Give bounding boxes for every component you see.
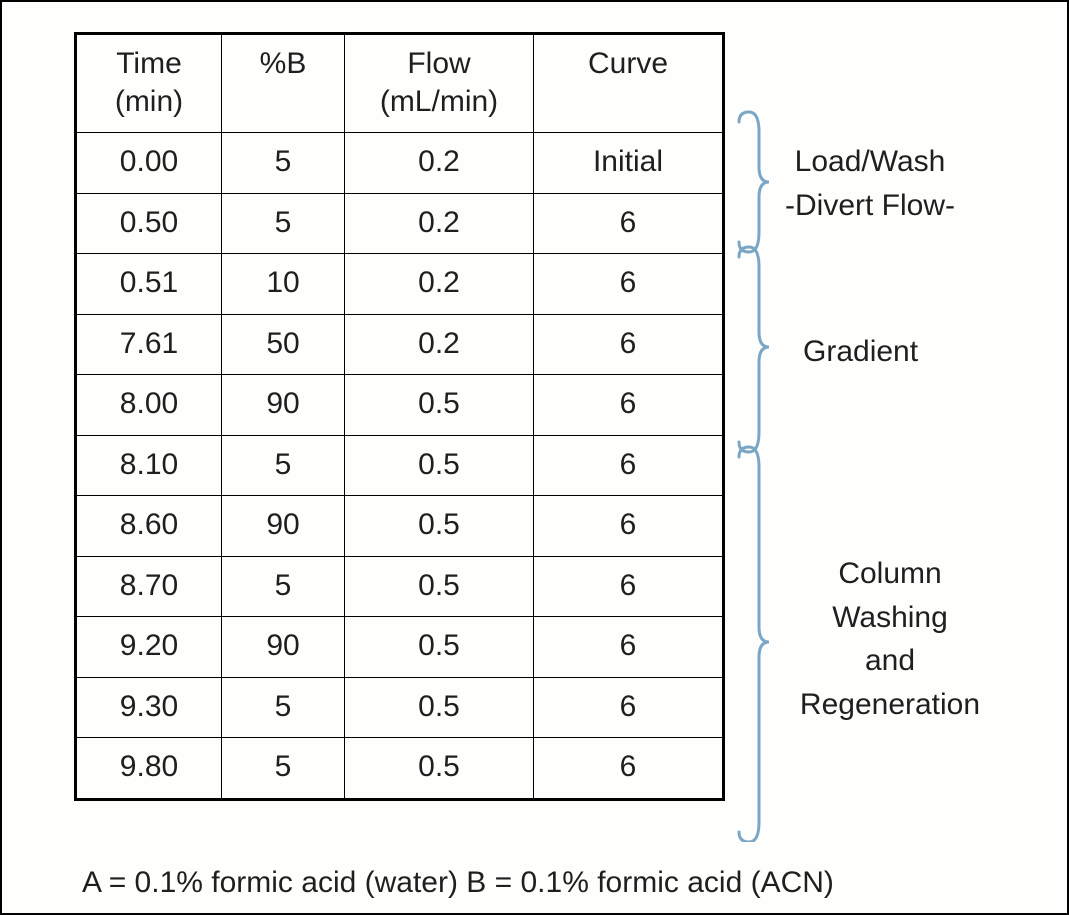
gradient-table: Time (min) %B Flow (mL/min) Curve 0.00 5…: [74, 32, 725, 801]
table-row: 7.61 50 0.2 6: [76, 314, 724, 375]
annotation-load-wash: Load/Wash -Divert Flow-: [785, 140, 955, 227]
col-header-flow: Flow (mL/min): [345, 34, 534, 133]
cell-time: 0.50: [76, 193, 222, 254]
annotation-text: Gradient: [803, 330, 918, 374]
annotation-column: Load/Wash -Divert Flow- Gradient Column …: [725, 32, 1033, 842]
cell-curve: 6: [534, 375, 724, 436]
table-row: 8.60 90 0.5 6: [76, 496, 724, 557]
cell-curve: 6: [534, 556, 724, 617]
table-row: 0.51 10 0.2 6: [76, 254, 724, 315]
annotation-text: Regeneration: [785, 683, 995, 727]
cell-time: 8.60: [76, 496, 222, 557]
caption-text: A = 0.1% formic acid (water) B = 0.1% fo…: [82, 866, 1033, 900]
cell-curve: 6: [534, 254, 724, 315]
cell-b: 90: [222, 375, 345, 436]
page-frame: Time (min) %B Flow (mL/min) Curve 0.00 5…: [0, 0, 1069, 915]
table-row: 9.20 90 0.5 6: [76, 617, 724, 678]
cell-b: 5: [222, 738, 345, 800]
cell-flow: 0.5: [345, 738, 534, 800]
table-header-row: Time (min) %B Flow (mL/min) Curve: [76, 34, 724, 133]
cell-flow: 0.5: [345, 435, 534, 496]
cell-flow: 0.5: [345, 375, 534, 436]
col-header-b: %B: [222, 34, 345, 133]
cell-time: 8.70: [76, 556, 222, 617]
cell-flow: 0.5: [345, 496, 534, 557]
cell-curve: 6: [534, 435, 724, 496]
annotation-text: Washing: [785, 596, 995, 640]
annotation-column-wash: Column Washing and Regeneration: [785, 552, 995, 726]
cell-curve: 6: [534, 496, 724, 557]
cell-curve: 6: [534, 617, 724, 678]
cell-curve: Initial: [534, 133, 724, 194]
col-header-time: Time (min): [76, 34, 222, 133]
cell-flow: 0.2: [345, 193, 534, 254]
brace-group: [739, 112, 769, 842]
content-row: Time (min) %B Flow (mL/min) Curve 0.00 5…: [74, 32, 1033, 842]
cell-time: 9.30: [76, 677, 222, 738]
cell-b: 50: [222, 314, 345, 375]
cell-flow: 0.2: [345, 314, 534, 375]
cell-time: 0.00: [76, 133, 222, 194]
annotation-text: -Divert Flow-: [785, 184, 955, 228]
cell-time: 8.00: [76, 375, 222, 436]
cell-b: 5: [222, 677, 345, 738]
annotation-text: Column: [785, 552, 995, 596]
cell-time: 0.51: [76, 254, 222, 315]
cell-b: 5: [222, 193, 345, 254]
cell-curve: 6: [534, 193, 724, 254]
cell-flow: 0.5: [345, 556, 534, 617]
annotation-text: Load/Wash: [785, 140, 955, 184]
cell-b: 10: [222, 254, 345, 315]
table-row: 0.50 5 0.2 6: [76, 193, 724, 254]
cell-b: 90: [222, 617, 345, 678]
cell-flow: 0.5: [345, 617, 534, 678]
cell-time: 7.61: [76, 314, 222, 375]
cell-time: 9.20: [76, 617, 222, 678]
cell-time: 8.10: [76, 435, 222, 496]
table-row: 9.30 5 0.5 6: [76, 677, 724, 738]
col-header-curve: Curve: [534, 34, 724, 133]
cell-b: 5: [222, 556, 345, 617]
cell-curve: 6: [534, 738, 724, 800]
cell-b: 90: [222, 496, 345, 557]
annotation-text: and: [785, 639, 995, 683]
cell-curve: 6: [534, 314, 724, 375]
cell-b: 5: [222, 133, 345, 194]
brace-icon: [725, 32, 785, 842]
cell-flow: 0.2: [345, 133, 534, 194]
table-row: 8.00 90 0.5 6: [76, 375, 724, 436]
cell-flow: 0.2: [345, 254, 534, 315]
cell-curve: 6: [534, 677, 724, 738]
table-row: 8.70 5 0.5 6: [76, 556, 724, 617]
table-row: 8.10 5 0.5 6: [76, 435, 724, 496]
table-row: 0.00 5 0.2 Initial: [76, 133, 724, 194]
annotation-gradient: Gradient: [803, 330, 918, 374]
table-row: 9.80 5 0.5 6: [76, 738, 724, 800]
cell-b: 5: [222, 435, 345, 496]
cell-time: 9.80: [76, 738, 222, 800]
cell-flow: 0.5: [345, 677, 534, 738]
